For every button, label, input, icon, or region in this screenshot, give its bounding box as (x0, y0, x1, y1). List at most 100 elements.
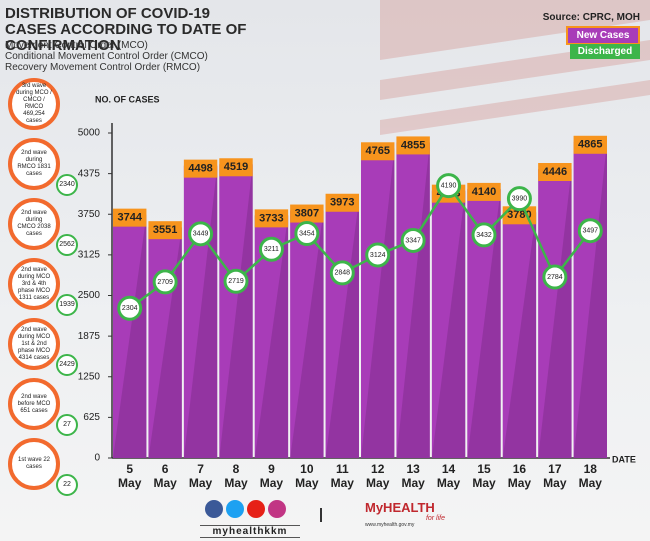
brand-block: MyHEALTH for life www.myhealth.gov.my (365, 500, 445, 528)
point (365, 242, 391, 268)
wave-badge: 2562 (56, 234, 78, 256)
value-label: 3973 (330, 197, 354, 209)
point-label: 3124 (370, 252, 386, 259)
bar-shade (396, 142, 430, 459)
point-label: 3347 (405, 237, 421, 244)
x-tick-label: 8 May (224, 462, 248, 490)
value-label-box (573, 135, 607, 154)
point (471, 222, 497, 248)
wave-circle: 1st wave 22 cases (8, 438, 60, 490)
point (400, 227, 426, 253)
value-label-box (538, 163, 572, 182)
point-label: 2304 (122, 305, 138, 312)
bar (502, 212, 537, 458)
point (258, 236, 284, 262)
x-tick-label: 10 May (295, 462, 319, 490)
wave-badge: 2340 (56, 174, 78, 196)
bar-shade (431, 190, 466, 458)
wave-circle: 2nd wave during RMCO 1831 cases (8, 138, 60, 190)
legend-item: New Cases (566, 26, 640, 45)
point-label: 2848 (334, 270, 350, 277)
subtitle: Conditional Movement Control Order (CMCO… (5, 51, 208, 62)
bar-shade (502, 212, 537, 458)
point-label: 3211 (264, 246, 279, 253)
title: DISTRIBUTION OF COVID-19 CASES ACCORDING… (5, 5, 247, 54)
y-tick-label: 0 (94, 453, 100, 464)
point (436, 173, 462, 199)
x-tick-label: 7 May (188, 462, 213, 490)
value-label-box (396, 136, 430, 155)
x-tick-label: 5 May (118, 462, 142, 490)
value-label-box (219, 158, 253, 177)
social-icons (205, 500, 286, 518)
point (117, 295, 143, 321)
bar (538, 169, 572, 458)
point (152, 269, 178, 295)
url: www.myhealth.gov.my (365, 522, 415, 528)
wave-circle: 2nd wave during CMCO 2038 cases (8, 198, 60, 250)
brand: MyHEALTH (365, 500, 435, 515)
y-tick-label: 625 (83, 412, 100, 423)
point-label: 2784 (547, 274, 563, 281)
bar (325, 199, 359, 458)
value-label: 3807 (295, 207, 319, 219)
wave-circle: 2nd wave during MCO 3rd & 4th phase MCO … (8, 258, 60, 310)
point-label: 4190 (441, 182, 457, 189)
y-tick-label: 2500 (78, 290, 101, 301)
point (542, 264, 568, 290)
x-tick-label: 13 May (401, 462, 425, 490)
x-tick-label: 15 May (472, 462, 496, 490)
point-label: 3449 (193, 231, 209, 238)
x-tick-label: 18 May (578, 462, 602, 490)
y-tick-label: 4375 (78, 168, 101, 179)
value-label: 4865 (578, 139, 602, 151)
wave-circle: 3rd wave during MCO / CMCO / RMCO 469,25… (8, 78, 60, 130)
bar (113, 214, 147, 458)
value-label: 4140 (472, 186, 496, 198)
x-tick-label: 17 May (543, 462, 567, 490)
y-tick-label: 3125 (78, 250, 101, 261)
value-label-box (290, 204, 324, 223)
point-label: 3432 (476, 232, 492, 239)
value-label-box (361, 142, 395, 161)
bar (183, 165, 218, 458)
bar-shade (325, 199, 359, 458)
tagline: for life (425, 515, 445, 522)
value-label-box (467, 182, 501, 201)
point (577, 218, 603, 244)
value-label: 4519 (224, 161, 248, 173)
x-tick-label: 6 May (153, 462, 177, 490)
wave-badge: 2429 (56, 354, 78, 376)
value-label: 4446 (543, 166, 567, 178)
x-tick-label: 12 May (366, 462, 390, 490)
point (506, 186, 532, 212)
handle: myhealthkkm (200, 525, 300, 538)
point-label: 2709 (157, 279, 173, 286)
bar-shade (183, 165, 218, 458)
value-label-box (148, 221, 182, 240)
wave-badge: 1939 (56, 294, 78, 316)
bar-shade (538, 169, 572, 458)
bar-shade (254, 215, 289, 458)
value-label-box (113, 208, 147, 227)
point (329, 260, 355, 286)
value-label: 3733 (259, 212, 283, 224)
wave-badge: 27 (56, 414, 78, 436)
point (294, 220, 320, 246)
source: Source: CPRC, MOH (542, 12, 640, 23)
bar-shade (219, 164, 253, 458)
point-label: 3454 (299, 230, 315, 237)
value-label-box (183, 159, 218, 178)
value-label-box (325, 193, 359, 212)
y-tick-label: 1875 (78, 331, 101, 342)
value-label: 4855 (401, 139, 425, 151)
bar (573, 141, 607, 458)
point-label: 2719 (228, 278, 244, 285)
bar (290, 210, 324, 458)
bar (361, 148, 395, 458)
value-label: 4498 (188, 163, 212, 175)
point (223, 268, 249, 294)
x-axis-label: DATE (612, 454, 636, 464)
bar (396, 142, 430, 459)
